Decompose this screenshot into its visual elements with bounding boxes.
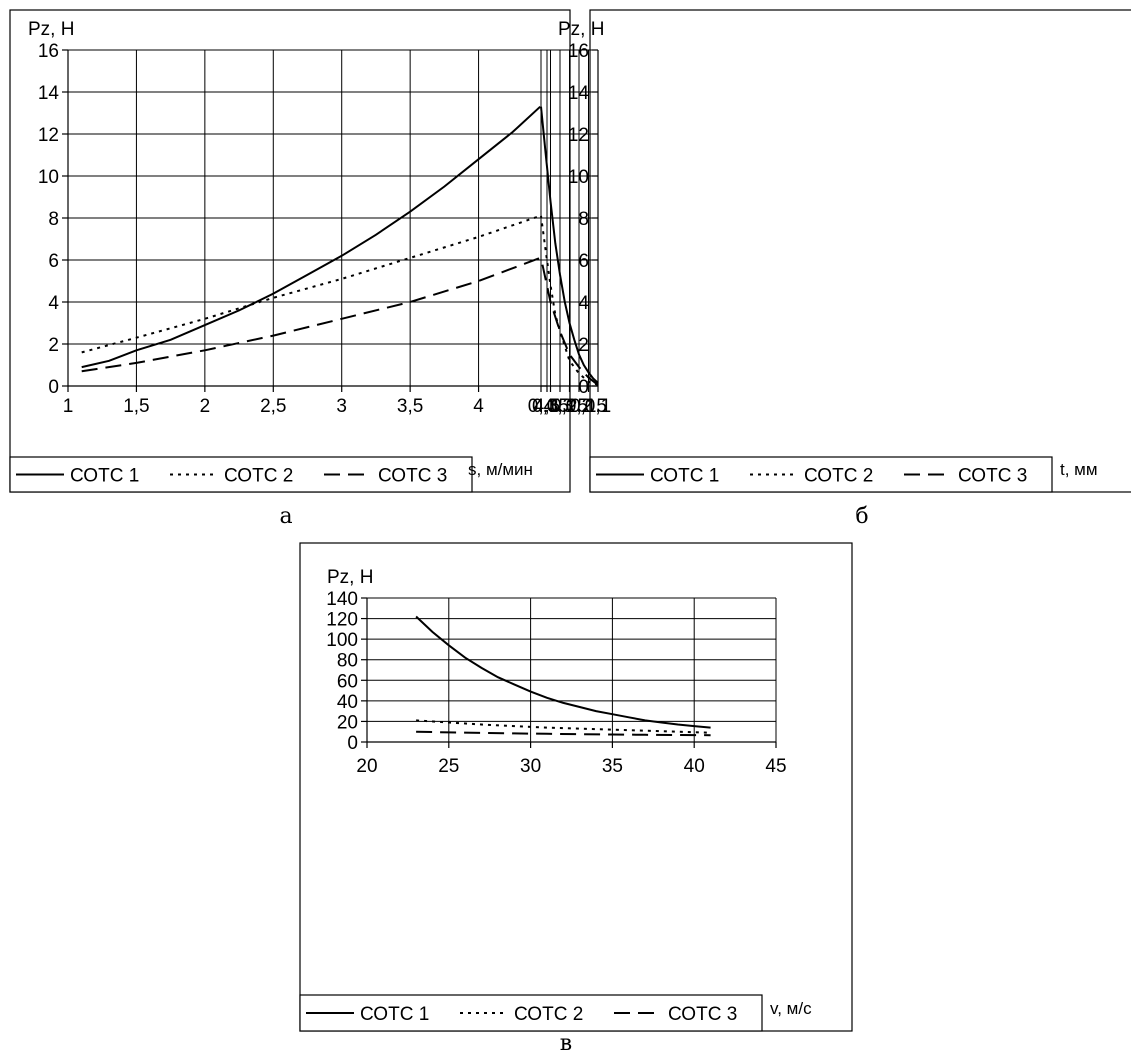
x-tick-label: 4 (473, 396, 484, 417)
y-tick-label: 12 (568, 125, 589, 146)
panel-label: б (855, 504, 868, 529)
series-line-2 (81, 214, 541, 354)
legend-box (9, 456, 473, 493)
x-tick-label: 1,5 (123, 396, 149, 417)
y-tick-label: 120 (326, 610, 358, 631)
x-axis-label: t, мм (1060, 460, 1098, 479)
series-line-2 (416, 719, 711, 734)
y-tick-label: 140 (326, 589, 358, 610)
series-line-3 (81, 256, 541, 373)
y-tick-label: 20 (337, 712, 358, 733)
x-tick-label: 0,35 (532, 396, 569, 417)
y-tick-label: 60 (337, 671, 358, 692)
chart-frame (299, 542, 853, 1032)
series-line-2 (540, 215, 599, 386)
legend-box (299, 994, 763, 1032)
panel-label: в (560, 1031, 572, 1055)
x-tick-label: 1 (63, 396, 74, 417)
x-tick-label: 2,5 (260, 396, 286, 417)
legend-label: СОТС 2 (224, 466, 293, 487)
y-tick-label: 16 (38, 41, 59, 62)
x-axis-label: s, м/мин (468, 460, 533, 479)
x-tick-label: 45 (765, 756, 786, 777)
x-tick-label: 0,2 (566, 396, 592, 417)
y-tick-label: 8 (48, 209, 59, 230)
x-tick-label: 0,1 (585, 396, 611, 417)
legend-label: СОТС 2 (514, 1004, 583, 1025)
y-tick-label: 6 (578, 251, 589, 272)
legend-box (589, 456, 1053, 493)
y-tick-label: 6 (48, 251, 59, 272)
y-axis-label: Pz, Н (327, 567, 373, 588)
y-tick-label: 2 (48, 335, 59, 356)
y-tick-label: 10 (568, 167, 589, 188)
series-line-1 (540, 106, 599, 384)
x-tick-label: 0,3 (547, 396, 573, 417)
x-tick-label: 35 (602, 756, 623, 777)
series-line-3 (416, 730, 711, 737)
y-tick-label: 100 (326, 630, 358, 651)
legend-label: СОТС 1 (70, 466, 139, 487)
x-tick-label: 0,4 (528, 396, 555, 417)
y-tick-label: 0 (48, 377, 59, 398)
series-line-1 (81, 105, 541, 369)
legend-label: СОТС 1 (360, 1004, 429, 1025)
series-line-3 (540, 257, 599, 386)
y-tick-label: 40 (337, 692, 358, 713)
x-tick-label: 2 (200, 396, 211, 417)
x-tick-label: 4,5 (534, 396, 560, 417)
legend-label: СОТС 3 (958, 466, 1027, 487)
y-tick-label: 12 (38, 125, 59, 146)
chart-frame (9, 9, 571, 493)
legend-label: СОТС 3 (668, 1004, 737, 1025)
legend-label: СОТС 3 (378, 466, 447, 487)
series-line-1 (415, 615, 711, 729)
chart-panel-2: 02468101214160,10,150,20,250,30,350,4Pz,… (528, 9, 1131, 529)
y-tick-label: 2 (578, 335, 589, 356)
x-tick-label: 40 (684, 756, 705, 777)
y-tick-label: 4 (48, 293, 59, 314)
legend-label: СОТС 1 (650, 466, 719, 487)
x-tick-label: 30 (520, 756, 541, 777)
legend-label: СОТС 2 (804, 466, 873, 487)
y-tick-label: 16 (568, 41, 589, 62)
y-tick-label: 0 (347, 733, 358, 754)
y-axis-label: Pz, Н (558, 19, 604, 40)
y-tick-label: 14 (38, 83, 60, 104)
y-tick-label: 10 (38, 167, 59, 188)
y-tick-label: 8 (578, 209, 589, 230)
x-tick-label: 3 (336, 396, 347, 417)
chart-panel-1: 0 2 4 6 8 10 12 14 16 1 1,5 2 2,5 3 3,5 4 4,5 Pz, Н СОТС 1… (9, 9, 571, 529)
x-tick-label: 20 (356, 756, 377, 777)
y-tick-label: 4 (578, 293, 589, 314)
panel-label: а (279, 504, 292, 529)
y-tick-label: 0 (578, 377, 589, 398)
x-tick-label: 0,25 (551, 396, 588, 417)
chart-frame (589, 9, 1131, 493)
x-axis-label: v, м/с (770, 999, 812, 1018)
x-tick-label: 0,15 (570, 396, 607, 417)
y-axis-label: Pz, Н (28, 19, 74, 40)
x-tick-label: 25 (438, 756, 459, 777)
x-tick-label: 3,5 (397, 396, 423, 417)
y-tick-label: 80 (337, 651, 358, 672)
